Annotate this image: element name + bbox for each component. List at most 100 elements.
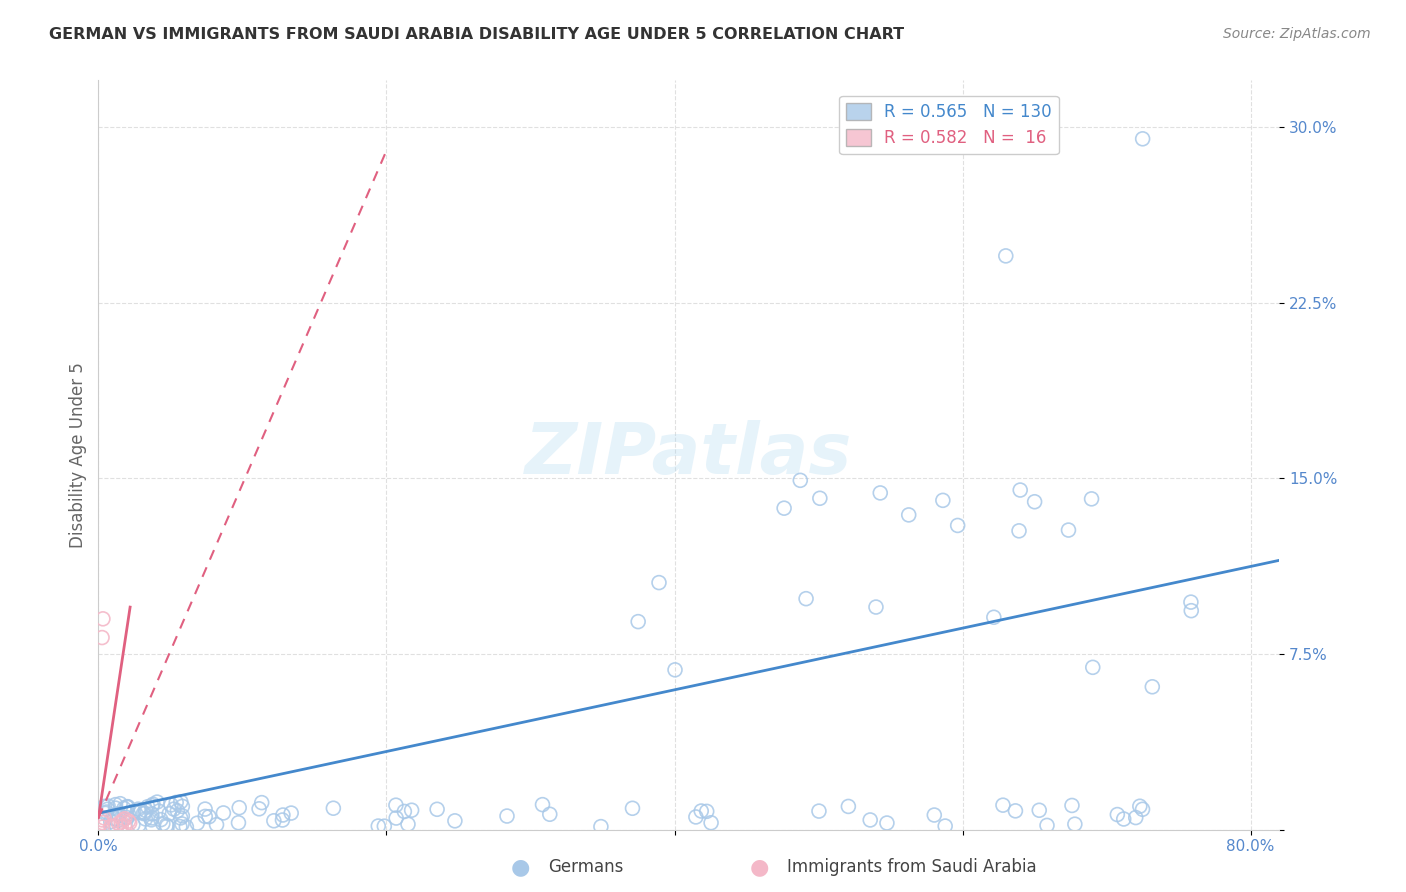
Point xyxy=(946,518,969,533)
Point xyxy=(373,819,395,833)
Point xyxy=(1080,491,1102,506)
Point xyxy=(156,819,179,833)
Point xyxy=(127,802,149,816)
Point xyxy=(648,575,671,590)
Point xyxy=(228,815,250,830)
Point xyxy=(385,798,408,813)
Point xyxy=(107,807,129,822)
Point xyxy=(91,631,114,645)
Point xyxy=(170,795,193,809)
Point xyxy=(117,814,139,829)
Point xyxy=(135,804,157,818)
Point xyxy=(97,799,120,814)
Point xyxy=(538,807,561,822)
Point xyxy=(1010,483,1032,497)
Point xyxy=(794,591,817,606)
Point xyxy=(1129,799,1152,814)
Point xyxy=(112,801,135,815)
Point xyxy=(169,811,191,825)
Point xyxy=(104,801,127,815)
Point xyxy=(100,819,122,833)
Point xyxy=(1107,807,1129,822)
Point xyxy=(396,817,419,831)
Point xyxy=(165,796,187,810)
Point xyxy=(141,798,163,813)
Point xyxy=(141,811,163,825)
Point xyxy=(122,805,145,819)
Point xyxy=(932,493,955,508)
Point xyxy=(115,799,138,814)
Point xyxy=(228,800,250,814)
Point xyxy=(172,809,194,823)
Point xyxy=(149,813,172,827)
Point xyxy=(1057,523,1080,537)
Point xyxy=(186,816,208,830)
Point xyxy=(155,818,177,832)
Point xyxy=(1125,811,1147,825)
Point xyxy=(100,814,122,829)
Point xyxy=(114,819,136,833)
Legend: R = 0.565   N = 130, R = 0.582   N =  16: R = 0.565 N = 130, R = 0.582 N = 16 xyxy=(839,96,1059,154)
Point xyxy=(1008,524,1031,538)
Point xyxy=(142,797,165,812)
Point xyxy=(1063,817,1085,831)
Point xyxy=(152,816,174,830)
Point xyxy=(263,814,285,828)
Point xyxy=(103,812,125,826)
Point xyxy=(685,810,707,824)
Point xyxy=(129,805,152,820)
Point xyxy=(94,806,117,821)
Point xyxy=(924,808,946,822)
Point xyxy=(627,615,650,629)
Point xyxy=(869,486,891,500)
Point xyxy=(176,820,198,834)
Point xyxy=(91,612,114,626)
Point xyxy=(1060,798,1083,813)
Point xyxy=(117,800,139,814)
Point xyxy=(108,797,131,811)
Point xyxy=(1036,818,1059,832)
Point xyxy=(1180,595,1202,609)
Point xyxy=(96,802,118,816)
Point xyxy=(134,806,156,821)
Point xyxy=(170,817,193,831)
Point xyxy=(115,811,138,825)
Point xyxy=(789,473,811,487)
Text: ●: ● xyxy=(510,857,530,877)
Point xyxy=(322,801,344,815)
Point xyxy=(1132,132,1154,146)
Point xyxy=(426,802,449,816)
Point xyxy=(983,610,1005,624)
Point xyxy=(690,804,713,818)
Point xyxy=(589,820,612,834)
Point xyxy=(271,808,294,822)
Point xyxy=(1024,494,1046,508)
Point xyxy=(696,805,718,819)
Point xyxy=(1028,803,1050,817)
Point xyxy=(141,813,163,827)
Point xyxy=(166,804,188,818)
Point xyxy=(897,508,920,522)
Point xyxy=(142,819,165,833)
Point xyxy=(1132,802,1154,816)
Point xyxy=(194,809,217,823)
Point xyxy=(107,814,129,828)
Point xyxy=(91,815,114,830)
Point xyxy=(118,815,141,830)
Point xyxy=(148,804,170,818)
Point xyxy=(107,816,129,830)
Point xyxy=(1004,804,1026,818)
Point xyxy=(198,810,221,824)
Point xyxy=(250,796,273,810)
Point xyxy=(157,806,180,821)
Text: GERMAN VS IMMIGRANTS FROM SAUDI ARABIA DISABILITY AGE UNDER 5 CORRELATION CHART: GERMAN VS IMMIGRANTS FROM SAUDI ARABIA D… xyxy=(49,27,904,42)
Point xyxy=(128,818,150,832)
Point xyxy=(117,799,139,814)
Point xyxy=(1180,604,1202,618)
Point xyxy=(91,820,114,834)
Point xyxy=(93,811,115,825)
Point xyxy=(101,819,124,833)
Point xyxy=(994,249,1017,263)
Point xyxy=(496,809,519,823)
Point xyxy=(93,799,115,814)
